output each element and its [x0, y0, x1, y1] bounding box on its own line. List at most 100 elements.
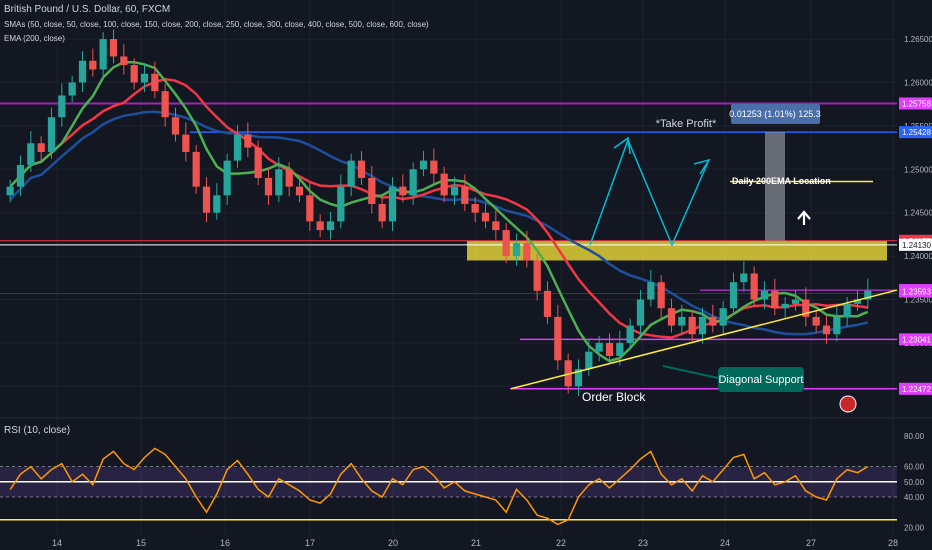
candle-body: [192, 151, 200, 187]
candle-body: [636, 299, 645, 326]
price-label-5: 1.23593: [902, 287, 931, 296]
candle-body: [182, 134, 190, 152]
candle-body: [295, 186, 304, 196]
candle-body: [802, 299, 810, 317]
candle-body: [574, 368, 583, 387]
candle-body: [233, 134, 242, 161]
candle-body: [678, 316, 686, 326]
candle-body: [543, 290, 552, 317]
rsi-tick-1: 60.00: [904, 463, 925, 472]
date-tick-0: 14: [52, 538, 62, 548]
candle-body: [729, 282, 738, 309]
candle-body: [626, 325, 634, 343]
diagonal-support-pointer: [662, 365, 719, 379]
diagonal-support-box: [718, 367, 804, 392]
order-block-zone: [467, 240, 887, 261]
date-tick-5: 21: [471, 538, 481, 548]
candle-body: [419, 160, 428, 170]
candle-body: [6, 186, 14, 196]
rsi-tick-3: 40.00: [904, 493, 925, 502]
diagonal-support-label: Diagonal Support: [718, 374, 803, 386]
date-tick-7: 23: [638, 538, 648, 548]
candles: [6, 29, 872, 396]
measure-box: [731, 104, 820, 124]
candle-body: [440, 173, 448, 196]
candle-body: [326, 221, 335, 231]
candle-body: [151, 73, 159, 92]
diagonal-support-line: [510, 289, 898, 390]
candle-body: [430, 160, 438, 174]
take-profit-label: *Take Profit*: [656, 118, 717, 130]
price-tick-3: 1.25000: [904, 165, 932, 174]
date-tick-2: 16: [220, 538, 230, 548]
candle-body: [27, 143, 35, 165]
price-label-bg-5: [899, 285, 932, 298]
candle-body: [161, 91, 169, 118]
candle-body: [791, 299, 800, 304]
candle-body: [812, 316, 820, 326]
price-tick-0: 1.26500: [904, 35, 932, 44]
candle-body: [306, 195, 314, 222]
candle-body: [688, 316, 696, 335]
symbol-title: British Pound / U.S. Dollar, 60, FXCM: [4, 4, 171, 15]
candle-body: [244, 134, 252, 148]
candle-body: [388, 186, 397, 222]
time-axis: 14 15 16 17 20 21 22 23 24 27 28: [52, 538, 898, 548]
candle-body: [316, 221, 324, 231]
candle-body: [750, 273, 758, 300]
price-label-bg-3: [899, 238, 932, 251]
date-tick-4: 20: [388, 538, 398, 548]
candle-body: [254, 147, 262, 178]
price-tick-4: 1.24500: [904, 209, 932, 218]
zones: [467, 240, 887, 261]
candle-body: [368, 177, 376, 205]
candle-body: [78, 60, 87, 83]
candle-body: [616, 342, 624, 356]
candle-body: [492, 221, 500, 231]
candle-body: [502, 230, 510, 257]
candle-body: [564, 360, 572, 387]
price-label-7: 1.22472: [902, 385, 931, 394]
candle-body: [822, 325, 831, 335]
measure-bar: [765, 132, 785, 241]
candle-body: [140, 73, 149, 83]
candle-body: [450, 186, 459, 196]
price-label-bg-7: [899, 382, 932, 395]
candle-body: [37, 143, 45, 152]
date-tick-8: 24: [720, 538, 730, 548]
candle-body: [16, 164, 25, 187]
candle-body: [512, 243, 521, 257]
measure-box-label: 0.01253 (1.01%) 125.3: [729, 109, 821, 119]
rsi-pane: [0, 447, 897, 526]
rsi-tick-0: 80.00: [904, 432, 925, 441]
rsi-title: RSI (10, close): [4, 425, 71, 436]
candle-body: [864, 290, 872, 300]
price-label-3: 1.24130: [902, 241, 931, 250]
candle-body: [99, 39, 107, 70]
candle-body: [378, 204, 386, 222]
rsi-line: [9, 447, 869, 526]
candle-body: [554, 316, 562, 361]
price-tick-5: 1.24000: [904, 252, 932, 261]
arrow-head-1: [613, 136, 631, 155]
date-tick-1: 15: [136, 538, 146, 548]
candle-body: [130, 65, 138, 83]
candle-body: [667, 308, 676, 326]
candle-body: [120, 56, 128, 66]
candle-body: [347, 160, 355, 187]
candle-body: [109, 39, 118, 57]
candle-body: [595, 342, 603, 352]
daily-ema-label: Daily 200EMA Location: [732, 176, 831, 186]
candle-body: [89, 60, 97, 70]
candle-body: [740, 273, 748, 283]
rsi-tick-2: 50.00: [904, 478, 925, 487]
candle-body: [275, 169, 283, 196]
candle-body: [213, 195, 221, 213]
ema-legend: EMA (200, close): [4, 34, 65, 43]
take-profit-path: [589, 137, 709, 247]
candle-body: [264, 177, 273, 196]
date-tick-6: 22: [556, 538, 566, 548]
candle-body: [285, 169, 293, 187]
horizontal-levels: [0, 102, 897, 390]
